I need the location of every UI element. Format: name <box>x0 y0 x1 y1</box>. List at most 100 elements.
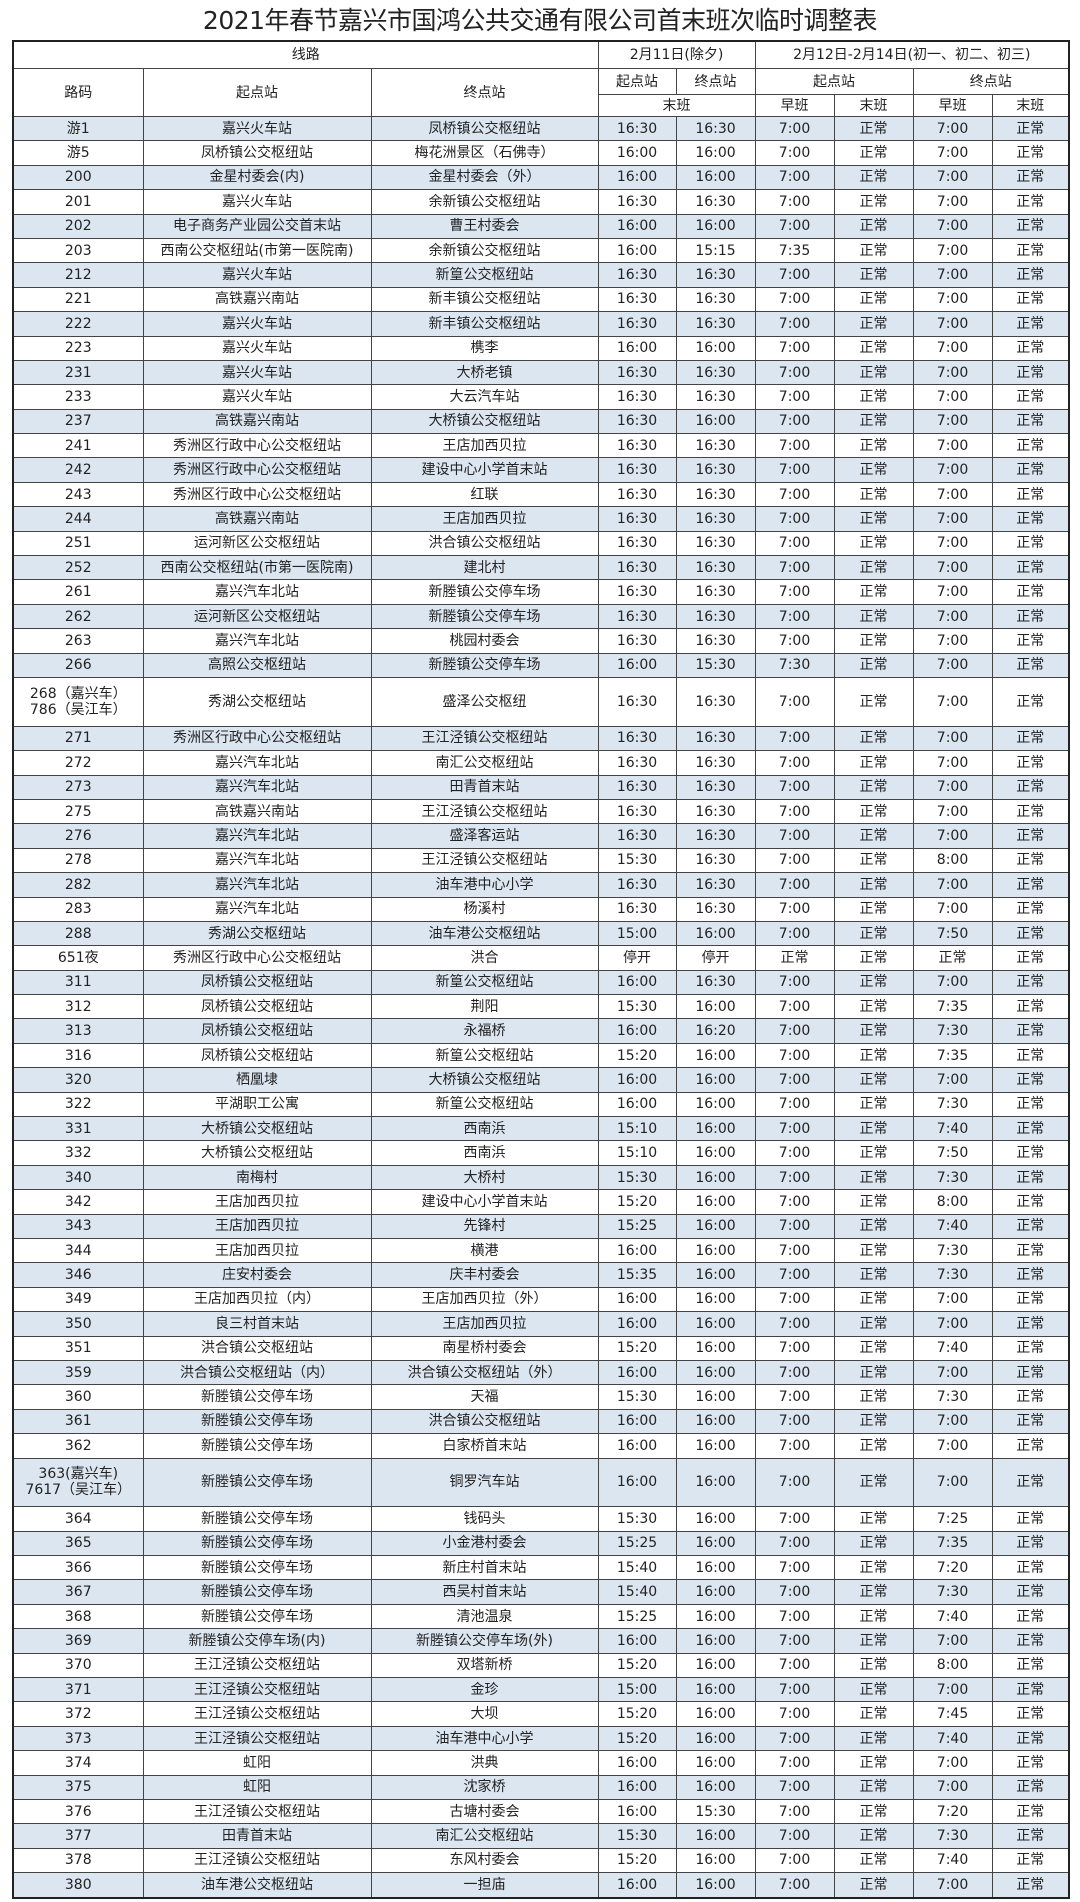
cell-day2-start-last: 正常 <box>833 237 914 264</box>
cell-end-station: 油车港中心小学 <box>370 1725 599 1752</box>
cell-day2-start-early: 7:00 <box>754 872 835 898</box>
table-row: 376 王江泾镇公交枢纽站 古塘村委会 16:00 15:30 7:00 正常 7:20 正常 <box>12 1798 1070 1825</box>
cell-end-station: 铜罗汽车站 <box>370 1457 599 1508</box>
cell-route-code: 369 <box>12 1628 144 1654</box>
cell-day2-end-last: 正常 <box>991 164 1070 191</box>
cell-end-station: 王店加西贝拉（外） <box>370 1286 599 1313</box>
cell-day2-end-last: 正常 <box>991 213 1070 239</box>
table-row: 222 嘉兴火车站 新丰镇公交枢纽站 16:30 16:30 7:00 正常 7:00 正常 <box>12 311 1070 337</box>
cell-route-code: 278 <box>12 847 144 874</box>
cell-day2-start-last: 正常 <box>833 408 914 435</box>
cell-day2-start-last: 正常 <box>833 823 914 849</box>
table-row: 288 秀湖公交枢纽站 油车港公交枢纽站 15:00 16:00 7:00 正常 7:50 正常 <box>12 920 1070 947</box>
cell-day2-start-early: 7:00 <box>754 1311 835 1337</box>
cell-day2-start-early: 7:00 <box>754 1725 835 1752</box>
cell-day1-end-last: 16:00 <box>675 1164 756 1191</box>
cell-start-station: 秀湖公交枢纽站 <box>142 676 372 727</box>
cell-day2-end-last: 正常 <box>991 1091 1070 1118</box>
cell-end-station: 庆丰村委会 <box>370 1262 599 1288</box>
cell-day2-start-last: 正常 <box>833 262 914 288</box>
table-row: 312 凤桥镇公交枢纽站 荆阳 15:30 16:00 7:00 正常 7:35 正常 <box>12 994 1070 1020</box>
table-row: 343 王店加西贝拉 先锋村 15:25 16:00 7:00 正常 7:40 正常 <box>12 1213 1070 1239</box>
cell-day1-start-last: 16:00 <box>597 1774 677 1800</box>
cell-route-code: 266 <box>12 652 144 678</box>
cell-route-code: 372 <box>12 1701 144 1727</box>
cell-start-station: 西南公交枢纽站(市第一医院南) <box>142 237 372 264</box>
cell-route-code: 283 <box>12 896 144 922</box>
cell-route-code: 371 <box>12 1677 144 1703</box>
cell-day2-start-last: 正常 <box>833 847 914 874</box>
cell-day2-end-early: 7:00 <box>912 335 993 361</box>
cell-day2-start-early: 7:00 <box>754 115 835 142</box>
cell-day2-start-last: 正常 <box>833 1750 914 1776</box>
cell-day2-end-early: 7:00 <box>912 311 993 337</box>
cell-start-station: 秀洲区行政中心公交枢纽站 <box>142 481 372 508</box>
cell-end-station: 盛泽客运站 <box>370 823 599 849</box>
cell-day1-start-last: 15:10 <box>597 1140 677 1166</box>
cell-day1-end-last: 16:00 <box>675 213 756 239</box>
cell-day2-end-early: 7:20 <box>912 1798 993 1825</box>
cell-day2-end-early: 7:00 <box>912 555 993 581</box>
cell-day2-start-last: 正常 <box>833 115 914 142</box>
cell-day2-start-early: 7:00 <box>754 1555 835 1581</box>
cell-day1-start-last: 16:00 <box>597 1628 677 1654</box>
header-day1-last-bus: 末班 <box>597 94 756 117</box>
cell-start-station: 嘉兴火车站 <box>142 384 372 410</box>
table-row: 313 凤桥镇公交枢纽站 永福桥 16:00 16:20 7:00 正常 7:30 正常 <box>12 1018 1070 1044</box>
cell-day2-start-early: 7:00 <box>754 579 835 605</box>
table-row: 349 王店加西贝拉（内） 王店加西贝拉（外） 16:00 16:00 7:00 正常 7:0… <box>12 1286 1070 1313</box>
cell-day2-start-last: 正常 <box>833 189 914 215</box>
cell-start-station: 王江泾镇公交枢纽站 <box>142 1701 372 1727</box>
cell-day2-end-early: 7:40 <box>912 1335 993 1361</box>
cell-start-station: 运河新区公交枢纽站 <box>142 603 372 630</box>
cell-day2-end-last: 正常 <box>991 920 1070 947</box>
cell-day2-end-last: 正常 <box>991 384 1070 410</box>
cell-day2-end-last: 正常 <box>991 457 1070 483</box>
cell-day2-start-early: 7:00 <box>754 1457 835 1508</box>
cell-day1-end-last: 16:30 <box>675 262 756 288</box>
cell-day2-start-last: 正常 <box>833 311 914 337</box>
cell-day2-end-last: 正常 <box>991 1116 1070 1142</box>
cell-day1-end-last: 16:00 <box>675 1311 756 1337</box>
cell-day2-end-early: 8:00 <box>912 1189 993 1215</box>
cell-start-station: 嘉兴汽车北站 <box>142 628 372 654</box>
cell-day2-start-early: 7:00 <box>754 969 835 996</box>
cell-day2-start-early: 7:00 <box>754 164 835 191</box>
cell-day2-start-early: 7:00 <box>754 262 835 288</box>
cell-route-code: 200 <box>12 164 144 191</box>
cell-day2-end-last: 正常 <box>991 311 1070 337</box>
cell-day1-end-last: 16:00 <box>675 1652 756 1679</box>
cell-day2-end-last: 正常 <box>991 1798 1070 1825</box>
cell-day2-end-last: 正常 <box>991 1262 1070 1288</box>
cell-day2-start-early: 7:00 <box>754 335 835 361</box>
cell-day1-start-last: 16:00 <box>597 1067 677 1093</box>
cell-end-station: 新篁公交枢纽站 <box>370 262 599 288</box>
cell-day2-end-last: 正常 <box>991 994 1070 1020</box>
cell-day1-start-last: 15:20 <box>597 1847 677 1874</box>
cell-route-code: 222 <box>12 311 144 337</box>
table-row: 272 嘉兴汽车北站 南汇公交枢纽站 16:30 16:30 7:00 正常 7:00 正常 <box>12 750 1070 776</box>
cell-start-station: 嘉兴火车站 <box>142 262 372 288</box>
cell-route-code: 282 <box>12 872 144 898</box>
cell-day2-end-last: 正常 <box>991 481 1070 508</box>
cell-start-station: 油车港公交枢纽站 <box>142 1872 372 1899</box>
cell-start-station: 栖凰埭 <box>142 1067 372 1093</box>
cell-day2-end-early: 7:00 <box>912 213 993 239</box>
cell-day1-end-last: 16:00 <box>675 1774 756 1800</box>
cell-day2-end-last: 正常 <box>991 628 1070 654</box>
cell-end-station: 王江泾镇公交枢纽站 <box>370 725 599 752</box>
cell-day2-end-last: 正常 <box>991 1506 1070 1532</box>
cell-start-station: 嘉兴火车站 <box>142 335 372 361</box>
table-body: 游1 嘉兴火车站 凤桥镇公交枢纽站 16:30 16:30 7:00 正常 7:00 正常 游5 凤… <box>12 115 1070 1899</box>
cell-route-code: 344 <box>12 1237 144 1264</box>
cell-day2-end-last: 正常 <box>991 1628 1070 1654</box>
cell-end-station: 永福桥 <box>370 1018 599 1044</box>
cell-day1-start-last: 15:00 <box>597 920 677 947</box>
cell-route-code: 261 <box>12 579 144 605</box>
cell-start-station: 凤桥镇公交枢纽站 <box>142 140 372 166</box>
cell-day2-end-last: 正常 <box>991 1750 1070 1776</box>
cell-day2-start-last: 正常 <box>833 1530 914 1557</box>
table-row: 368 新塍镇公交停车场 清池温泉 15:25 16:00 7:00 正常 7:40 正常 <box>12 1603 1070 1630</box>
cell-day2-end-early: 7:00 <box>912 189 993 215</box>
cell-day1-end-last: 16:00 <box>675 335 756 361</box>
